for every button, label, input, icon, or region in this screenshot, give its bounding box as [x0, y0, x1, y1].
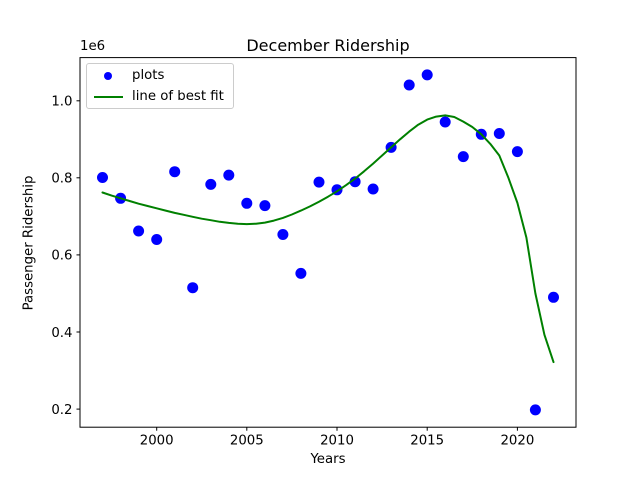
x-tick-label: 2005 [230, 434, 264, 449]
y-tick-label: 0.2 [51, 403, 72, 418]
scatter-point [548, 291, 559, 303]
scatter-point [277, 229, 289, 240]
scatter-point [313, 176, 325, 188]
x-tick-label: 2015 [410, 434, 444, 449]
scatter-point [493, 128, 505, 139]
legend-item-plots: plots [87, 65, 233, 86]
scatter-point [259, 200, 271, 212]
scatter-point [511, 146, 523, 158]
y-axis-offset-label: 1e6 [80, 39, 106, 54]
legend: plots line of best fit [86, 63, 234, 109]
scatter-point [367, 183, 379, 195]
y-tick-label: 0.4 [51, 326, 72, 341]
x-tick-label: 2010 [320, 434, 354, 449]
scatter-point [133, 225, 145, 237]
y-axis-label: Passenger Ridership [21, 175, 37, 311]
scatter-point [421, 69, 433, 81]
scatter-point [151, 234, 163, 245]
chart-title: December Ridership [246, 36, 410, 55]
legend-marker-dot-icon [104, 71, 112, 80]
y-tick-label: 0.6 [51, 249, 72, 264]
scatter-point [529, 404, 541, 416]
scatter-point [223, 169, 235, 181]
legend-marker-line-icon [93, 95, 123, 98]
legend-label-plots: plots [132, 68, 165, 83]
scatter-point [241, 197, 253, 209]
x-tick-label: 2000 [140, 434, 174, 449]
scatter-point [187, 282, 199, 294]
x-axis-label: Years [310, 452, 346, 467]
scatter-point [205, 178, 217, 190]
fit-line [101, 114, 555, 364]
scatter-point [439, 116, 451, 128]
y-tick-label: 1.0 [51, 95, 72, 110]
scatter-point [457, 151, 469, 163]
scatter-point [403, 79, 415, 91]
scatter-point [295, 267, 307, 279]
x-tick-label: 2020 [500, 434, 534, 449]
y-tick-label: 0.8 [51, 172, 72, 187]
legend-label-line-of-best-fit: line of best fit [132, 89, 224, 104]
axes-frame [79, 57, 577, 428]
legend-item-line-of-best-fit: line of best fit [87, 86, 233, 107]
scatter-point [349, 176, 361, 188]
scatter-point [169, 166, 181, 178]
scatter-point [97, 172, 108, 183]
